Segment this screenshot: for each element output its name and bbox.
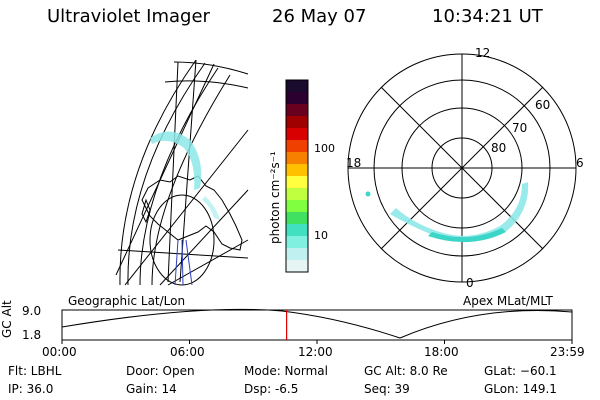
mlt-label-0: 0: [466, 276, 474, 290]
colorbar-segment: [286, 176, 308, 189]
time-tick-2: 12:00: [298, 345, 333, 359]
time-tick-1: 06:00: [170, 345, 205, 359]
apex-label: Apex MLat/MLT: [463, 294, 553, 308]
mlt-label-12: 12: [475, 46, 491, 60]
time-label: 10:34:21 UT: [432, 6, 543, 27]
glat-info: GLat: −60.1: [484, 364, 557, 378]
colorbar-segment: [286, 128, 308, 141]
mlat-label-80: 80: [491, 141, 507, 155]
gc-alt-info: GC Alt: 8.0 Re: [364, 364, 448, 378]
colorbar-unit-label: photon cm⁻²s⁻¹: [268, 151, 282, 244]
mlt-label-6: 6: [576, 156, 584, 170]
colorbar-segment: [286, 140, 308, 153]
colorbar: [286, 80, 308, 273]
alt-axis-label: GC Alt: [0, 300, 14, 338]
glon-info: GLon: 149.1: [484, 382, 557, 396]
alt-tick-9: 9.0: [22, 304, 42, 318]
geographic-label: Geographic Lat/Lon: [68, 294, 186, 308]
dsp-info: Dsp: -6.5: [244, 382, 299, 396]
mlat-label-60: 60: [535, 98, 551, 112]
colorbar-segment: [286, 248, 308, 261]
colorbar-segment: [286, 224, 308, 237]
time-tick-3: 18:00: [424, 345, 459, 359]
colorbar-tick-10: 10: [314, 229, 328, 242]
colorbar-segment: [286, 164, 308, 177]
seq-info: Seq: 39: [364, 382, 410, 396]
polar-plot: [347, 53, 577, 283]
colorbar-segment: [286, 80, 308, 93]
gain-info: Gain: 14: [126, 382, 177, 396]
mlat-label-70: 70: [512, 121, 528, 135]
aurora-polar: [365, 182, 529, 243]
filter-info: Flt: LBHL: [8, 364, 62, 378]
alt-tick-1-8: 1.8: [22, 328, 42, 342]
colorbar-segment: [286, 200, 308, 213]
mlt-label-18: 18: [346, 156, 362, 170]
mode-info: Mode: Normal: [244, 364, 328, 378]
instrument-title: Ultraviolet Imager: [47, 6, 210, 27]
colorbar-segment: [286, 188, 308, 201]
colorbar-segment: [286, 152, 308, 165]
colorbar-segment: [286, 260, 308, 273]
aurora-geographic: [150, 131, 220, 220]
colorbar-segment: [286, 236, 308, 249]
colorbar-segment: [286, 104, 308, 117]
date-label: 26 May 07: [272, 6, 367, 27]
geographic-map: [115, 59, 249, 286]
altitude-plot: [61, 308, 573, 344]
time-tick-0: 00:00: [42, 345, 77, 359]
colorbar-segment: [286, 116, 308, 129]
colorbar-frame: [285, 79, 309, 273]
colorbar-segment: [286, 212, 308, 225]
ip-info: IP: 36.0: [8, 382, 54, 396]
colorbar-tick-100: 100: [314, 142, 335, 155]
colorbar-segment: [286, 92, 308, 105]
time-tick-4: 23:59: [550, 345, 585, 359]
door-info: Door: Open: [126, 364, 195, 378]
